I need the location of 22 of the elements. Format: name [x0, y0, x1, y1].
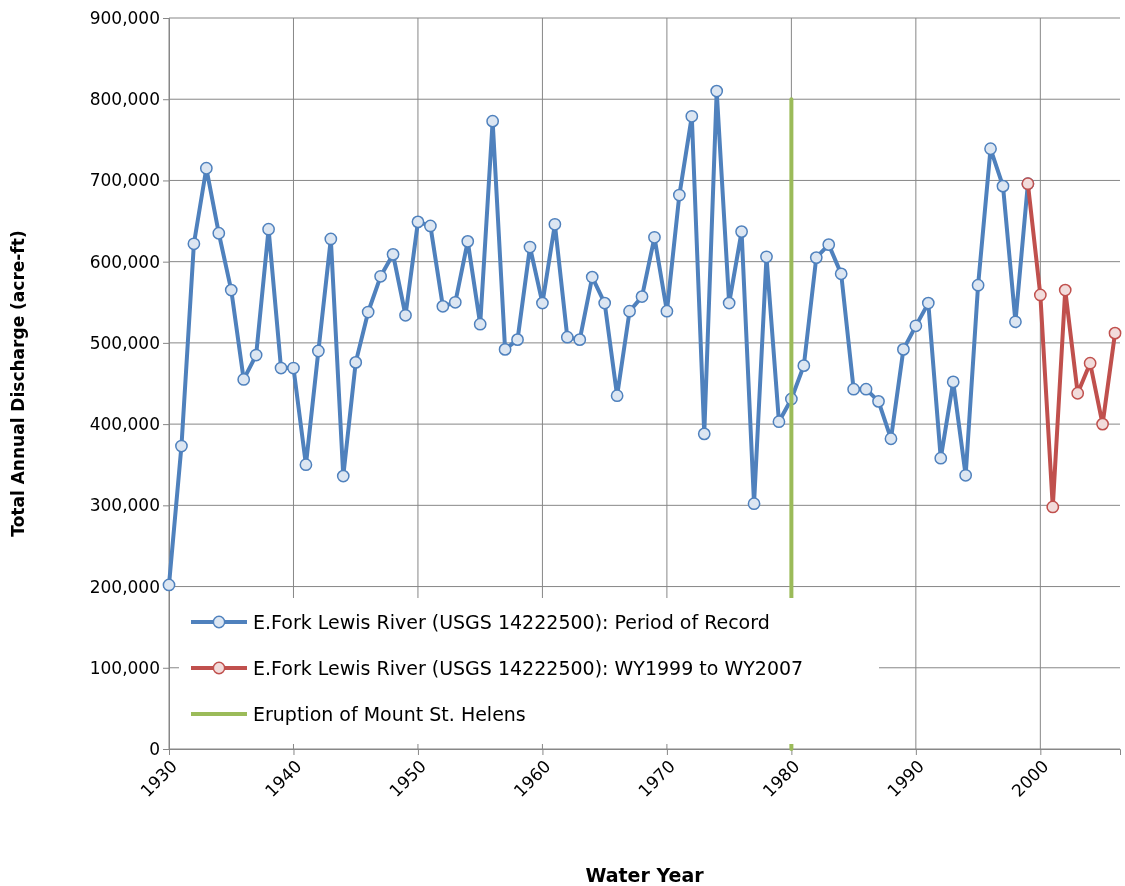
legend-label: E.Fork Lewis River (USGS 14222500): Period of Record [253, 611, 770, 633]
point [1083, 356, 1097, 370]
y-tick-label: 900,000 [89, 7, 160, 28]
y-tick-label: 200,000 [89, 576, 160, 597]
y-tick-label: 500,000 [89, 332, 160, 353]
point [1046, 500, 1060, 514]
point [1033, 288, 1047, 302]
y-axis-title: Total Annual Discharge (acre-ft) [8, 230, 28, 537]
y-tick-label: 100,000 [89, 657, 160, 678]
point [1096, 417, 1109, 431]
point [1058, 283, 1072, 297]
y-tick-label: 0 [149, 738, 160, 759]
legend-label: E.Fork Lewis River (USGS 14222500): WY1999 to WY2007 [253, 657, 804, 679]
y-tick-label: 700,000 [89, 170, 160, 191]
y-tick-label: 600,000 [89, 251, 160, 272]
y-tick-label: 400,000 [89, 414, 160, 435]
legend-label: Eruption of Mount St. Helens [253, 703, 526, 725]
point [1071, 386, 1085, 400]
point [1108, 326, 1122, 340]
x-axis-title: Water Year [585, 864, 705, 886]
y-tick-label: 800,000 [89, 89, 160, 110]
y-tick-label: 300,000 [89, 495, 160, 516]
